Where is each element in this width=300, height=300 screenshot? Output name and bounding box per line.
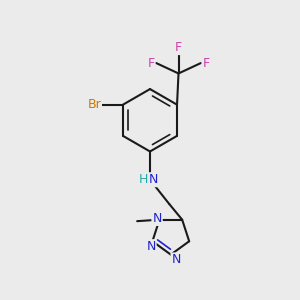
Text: H: H xyxy=(139,173,148,186)
Text: F: F xyxy=(147,57,155,70)
Text: F: F xyxy=(175,41,182,54)
Text: N: N xyxy=(152,212,162,225)
Text: F: F xyxy=(202,57,210,70)
Text: Br: Br xyxy=(87,98,101,111)
Text: N: N xyxy=(149,173,158,186)
Text: N: N xyxy=(172,254,181,266)
Text: N: N xyxy=(146,240,156,253)
